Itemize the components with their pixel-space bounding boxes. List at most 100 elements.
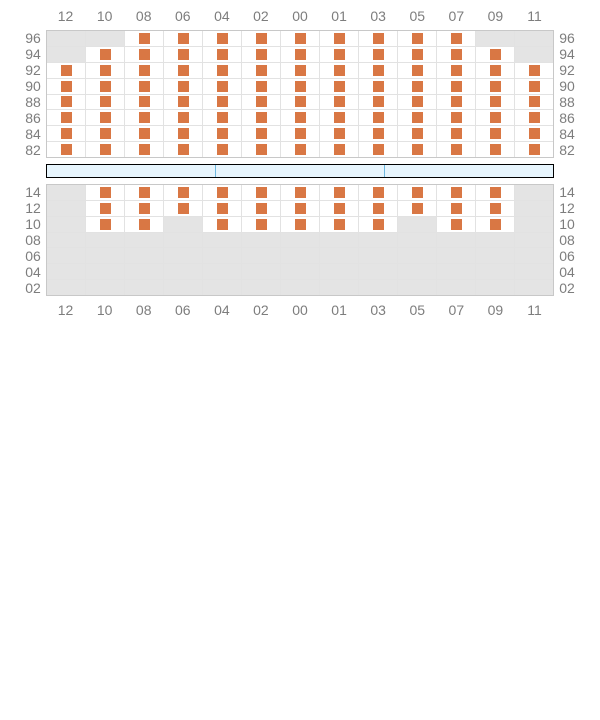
seat-cell[interactable]: [164, 47, 203, 62]
seat-cell[interactable]: [164, 31, 203, 46]
seat-cell[interactable]: [398, 31, 437, 46]
seat-cell[interactable]: [242, 185, 281, 200]
seat-cell[interactable]: [437, 185, 476, 200]
seat-cell[interactable]: [242, 47, 281, 62]
seat-cell[interactable]: [86, 110, 125, 125]
seat-cell[interactable]: [242, 217, 281, 232]
seat-cell[interactable]: [398, 47, 437, 62]
seat-cell[interactable]: [320, 79, 359, 94]
seat-cell[interactable]: [164, 185, 203, 200]
seat-cell[interactable]: [281, 142, 320, 157]
seat-cell[interactable]: [359, 126, 398, 141]
seat-cell[interactable]: [242, 95, 281, 110]
seat-cell[interactable]: [320, 110, 359, 125]
seat-cell[interactable]: [281, 79, 320, 94]
seat-cell[interactable]: [476, 47, 515, 62]
seat-cell[interactable]: [398, 79, 437, 94]
seat-cell[interactable]: [125, 47, 164, 62]
seat-cell[interactable]: [437, 47, 476, 62]
seat-cell[interactable]: [125, 110, 164, 125]
seat-cell[interactable]: [203, 63, 242, 78]
seat-cell[interactable]: [320, 31, 359, 46]
seat-cell[interactable]: [203, 142, 242, 157]
seat-cell[interactable]: [359, 63, 398, 78]
seat-cell[interactable]: [515, 95, 553, 110]
seat-cell[interactable]: [398, 185, 437, 200]
seat-cell[interactable]: [515, 142, 553, 157]
seat-cell[interactable]: [437, 201, 476, 216]
seat-cell[interactable]: [398, 95, 437, 110]
seat-cell[interactable]: [164, 142, 203, 157]
seat-cell[interactable]: [515, 79, 553, 94]
seat-cell[interactable]: [359, 185, 398, 200]
seat-cell[interactable]: [359, 142, 398, 157]
seat-cell[interactable]: [86, 185, 125, 200]
seat-cell[interactable]: [125, 95, 164, 110]
seat-cell[interactable]: [437, 217, 476, 232]
seat-cell[interactable]: [125, 63, 164, 78]
seat-cell[interactable]: [86, 217, 125, 232]
seat-cell[interactable]: [320, 47, 359, 62]
seat-cell[interactable]: [320, 201, 359, 216]
seat-cell[interactable]: [125, 126, 164, 141]
seat-cell[interactable]: [476, 79, 515, 94]
seat-cell[interactable]: [47, 79, 86, 94]
seat-cell[interactable]: [86, 95, 125, 110]
seat-cell[interactable]: [437, 126, 476, 141]
seat-cell[interactable]: [47, 142, 86, 157]
seat-cell[interactable]: [320, 95, 359, 110]
seat-cell[interactable]: [476, 110, 515, 125]
seat-cell[interactable]: [281, 126, 320, 141]
seat-cell[interactable]: [437, 79, 476, 94]
seat-cell[interactable]: [515, 126, 553, 141]
seat-cell[interactable]: [164, 201, 203, 216]
seat-cell[interactable]: [398, 142, 437, 157]
seat-cell[interactable]: [203, 201, 242, 216]
seat-cell[interactable]: [320, 126, 359, 141]
seat-cell[interactable]: [125, 185, 164, 200]
seat-cell[interactable]: [320, 142, 359, 157]
seat-cell[interactable]: [320, 63, 359, 78]
seat-cell[interactable]: [86, 142, 125, 157]
seat-cell[interactable]: [125, 79, 164, 94]
seat-cell[interactable]: [476, 185, 515, 200]
seat-cell[interactable]: [47, 126, 86, 141]
seat-cell[interactable]: [281, 63, 320, 78]
seat-cell[interactable]: [476, 142, 515, 157]
seat-cell[interactable]: [242, 126, 281, 141]
seat-cell[interactable]: [359, 110, 398, 125]
seat-cell[interactable]: [281, 185, 320, 200]
seat-cell[interactable]: [281, 95, 320, 110]
seat-cell[interactable]: [47, 63, 86, 78]
seat-cell[interactable]: [242, 31, 281, 46]
seat-cell[interactable]: [164, 110, 203, 125]
seat-cell[interactable]: [164, 63, 203, 78]
seat-cell[interactable]: [47, 110, 86, 125]
seat-cell[interactable]: [476, 95, 515, 110]
seat-cell[interactable]: [86, 126, 125, 141]
seat-cell[interactable]: [125, 142, 164, 157]
seat-cell[interactable]: [437, 31, 476, 46]
seat-cell[interactable]: [86, 79, 125, 94]
seat-cell[interactable]: [476, 63, 515, 78]
seat-cell[interactable]: [164, 126, 203, 141]
seat-cell[interactable]: [203, 31, 242, 46]
seat-cell[interactable]: [203, 47, 242, 62]
seat-cell[interactable]: [398, 63, 437, 78]
seat-cell[interactable]: [203, 95, 242, 110]
seat-cell[interactable]: [515, 110, 553, 125]
seat-cell[interactable]: [515, 63, 553, 78]
seat-cell[interactable]: [164, 95, 203, 110]
seat-cell[interactable]: [242, 63, 281, 78]
seat-cell[interactable]: [359, 95, 398, 110]
seat-cell[interactable]: [281, 31, 320, 46]
seat-cell[interactable]: [437, 63, 476, 78]
seat-cell[interactable]: [242, 201, 281, 216]
seat-cell[interactable]: [476, 126, 515, 141]
seat-cell[interactable]: [437, 95, 476, 110]
seat-cell[interactable]: [359, 217, 398, 232]
seat-cell[interactable]: [476, 201, 515, 216]
seat-cell[interactable]: [86, 201, 125, 216]
seat-cell[interactable]: [125, 201, 164, 216]
seat-cell[interactable]: [359, 79, 398, 94]
